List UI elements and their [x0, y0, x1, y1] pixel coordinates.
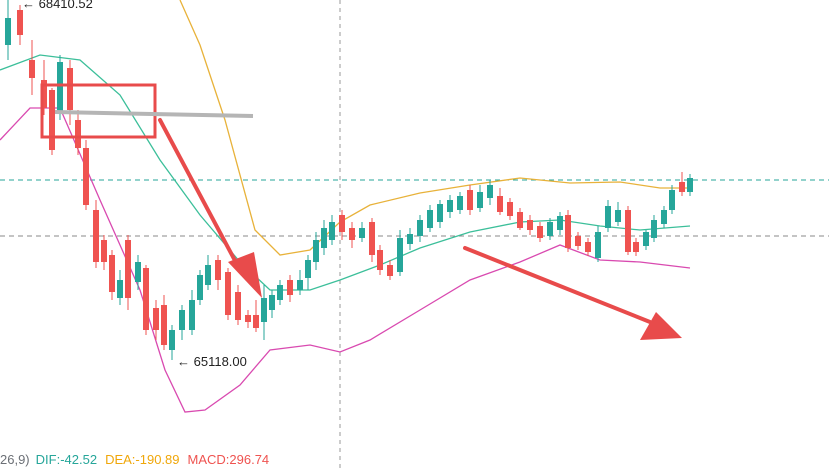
candle-body-65 [615, 210, 621, 222]
candle-body-37 [339, 215, 345, 232]
candle-body-32 [297, 280, 303, 290]
candle-body-47 [437, 204, 443, 222]
candle-body-54 [507, 202, 513, 216]
candle-body-9 [93, 210, 99, 262]
candles [5, 0, 693, 360]
candle-body-43 [397, 238, 403, 272]
candle-body-59 [557, 216, 563, 230]
drawing-overlays [40, 83, 682, 340]
candle-body-20 [189, 300, 195, 330]
candle-body-63 [595, 232, 601, 258]
candle-body-35 [321, 228, 327, 248]
candle-body-2 [29, 60, 35, 78]
high-price-label: ← 68410.52 [22, 0, 93, 11]
candle-body-17 [161, 305, 167, 345]
candle-body-6 [67, 68, 73, 110]
candle-body-69 [651, 220, 657, 238]
candle-body-44 [407, 234, 413, 244]
candle-body-67 [633, 242, 639, 252]
candle-body-45 [417, 220, 423, 236]
candle-body-55 [517, 212, 523, 228]
resistance-line [54, 110, 254, 118]
candle-body-68 [643, 232, 649, 246]
candle-body-23 [215, 260, 221, 280]
candle-body-53 [497, 196, 503, 212]
candle-body-31 [287, 280, 293, 295]
macd-dea: DEA:-190.89 [105, 451, 180, 467]
bollinger-lower-line [0, 107, 691, 413]
candle-body-46 [427, 210, 433, 228]
candle-body-56 [527, 220, 533, 230]
macd-dif: DIF:-42.52 [35, 451, 98, 467]
candle-body-49 [457, 196, 463, 210]
candle-body-24 [225, 272, 231, 315]
macd-legend: 26,9) DIF:-42.52 DEA:-190.89 MACD:296.74 [0, 448, 277, 470]
candle-body-39 [359, 228, 365, 238]
bollinger-upper-line [179, 0, 690, 256]
candle-body-50 [467, 190, 473, 210]
candle-body-11 [109, 255, 115, 292]
bollinger-bands [0, 0, 691, 413]
candle-body-73 [687, 178, 693, 192]
candle-body-21 [197, 275, 203, 300]
macd-params: 26,9) [0, 451, 30, 467]
candle-body-8 [83, 148, 89, 205]
candle-body-30 [277, 285, 283, 300]
candle-body-61 [575, 236, 581, 246]
candle-body-33 [305, 260, 311, 278]
macd-value: MACD:296.74 [187, 451, 270, 467]
candle-body-28 [261, 298, 267, 322]
candle-body-7 [75, 120, 81, 148]
candle-body-27 [253, 315, 259, 328]
candle-body-0 [5, 18, 11, 45]
candle-body-19 [179, 310, 185, 330]
candle-body-48 [447, 200, 453, 212]
candle-body-36 [329, 222, 335, 240]
candle-body-16 [153, 308, 159, 330]
candle-body-4 [49, 90, 55, 150]
arrow-1-head [228, 252, 262, 298]
candle-body-22 [205, 265, 211, 285]
candle-body-14 [135, 262, 141, 282]
candle-body-51 [477, 192, 483, 208]
candle-body-10 [101, 240, 107, 262]
candle-body-13 [125, 240, 131, 298]
arrow-1-shaft [158, 118, 242, 272]
candle-body-60 [565, 215, 571, 248]
candle-body-62 [585, 242, 591, 252]
candle-body-71 [669, 190, 675, 210]
candle-body-41 [377, 250, 383, 270]
candle-body-29 [269, 295, 275, 310]
candle-body-1 [17, 10, 23, 35]
candle-body-52 [487, 185, 493, 198]
low-price-label: ← 65118.00 [177, 354, 247, 369]
candle-body-57 [537, 226, 543, 238]
candle-body-70 [661, 210, 667, 224]
candle-body-25 [235, 292, 241, 320]
candle-body-42 [387, 265, 393, 276]
arrow-2-head [640, 312, 682, 340]
candle-body-26 [245, 315, 251, 322]
candle-body-72 [679, 182, 685, 192]
candle-body-3 [41, 80, 47, 108]
highlight-rectangle [40, 83, 157, 139]
candle-body-12 [117, 280, 123, 298]
candle-body-38 [349, 228, 355, 240]
candle-body-40 [369, 222, 375, 255]
candle-body-5 [57, 62, 63, 112]
candle-body-58 [547, 222, 553, 236]
candle-body-66 [625, 210, 631, 252]
candle-body-15 [143, 268, 149, 330]
candle-body-64 [605, 206, 611, 228]
candle-body-34 [313, 240, 319, 262]
candle-body-18 [169, 330, 175, 350]
arrow-2-shaft [463, 246, 652, 324]
